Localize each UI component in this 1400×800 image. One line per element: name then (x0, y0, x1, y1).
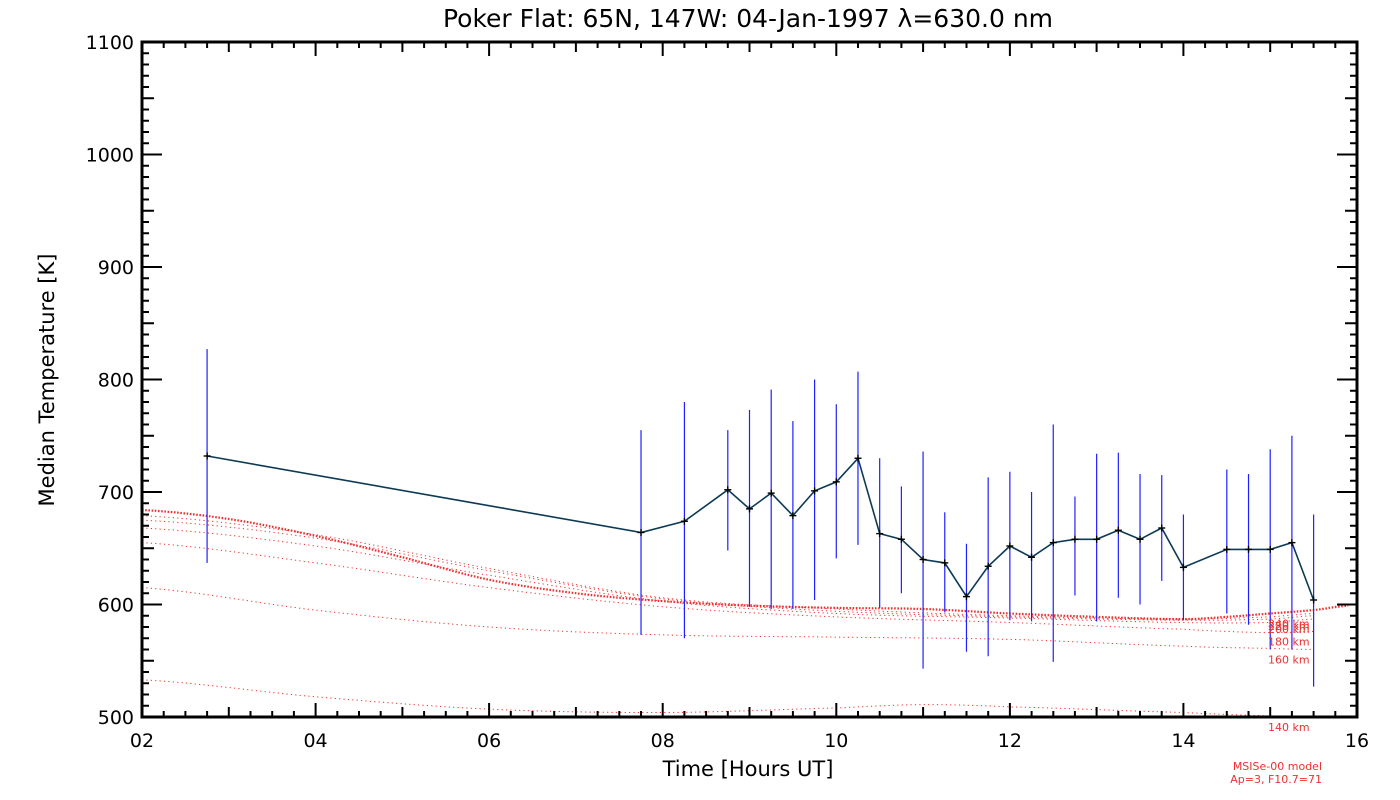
data-point (919, 556, 927, 563)
chart-title: Poker Flat: 65N, 147W: 04-Jan-1997 λ=630… (443, 4, 1053, 33)
x-tick-label: 06 (477, 730, 501, 752)
data-point (876, 530, 884, 538)
model-annotation-line1: MSISe-00 model (1233, 760, 1322, 773)
data-point (897, 535, 905, 543)
data-point (746, 505, 753, 513)
model-label-240km: 240 km (1268, 618, 1310, 631)
data-point (724, 486, 732, 494)
data-point (1288, 539, 1296, 547)
data-point (789, 512, 797, 520)
x-tick-label: 14 (1171, 730, 1195, 752)
data-point (1179, 563, 1187, 571)
data-point (1245, 545, 1253, 553)
axes-frame (140, 40, 1359, 719)
y-tick-label: 900 (98, 257, 134, 279)
data-point (637, 529, 645, 536)
model-label-200km: 200 km (1268, 623, 1310, 636)
y-tick-label: 700 (98, 482, 134, 504)
data-point (941, 559, 949, 567)
model-label-160km: 160 km (1268, 654, 1310, 667)
x-tick-label: 10 (824, 730, 848, 752)
data-point (1136, 535, 1144, 543)
data-point (1158, 524, 1166, 532)
x-tick-label: 02 (130, 730, 154, 752)
model-curve-200km (141, 527, 1314, 624)
data-point (1006, 542, 1014, 550)
model-exospheric-curve (141, 508, 1349, 621)
data-point (854, 454, 862, 462)
data-point (1114, 526, 1122, 534)
data-point (1223, 545, 1231, 553)
data-point (1049, 539, 1057, 547)
x-tick-label: 16 (1345, 730, 1369, 752)
y-tick-label: 800 (98, 370, 134, 392)
plot-frame (140, 40, 1359, 719)
x-tick-label: 12 (998, 730, 1022, 752)
x-tick-label: 08 (651, 730, 675, 752)
data-point (203, 452, 211, 460)
data-point (1093, 535, 1101, 543)
model-label-140km: 140 km (1268, 721, 1310, 734)
axis-ticks (141, 41, 1358, 718)
series-line (206, 455, 1315, 601)
model-curves (141, 515, 1314, 718)
y-tick-label: 1100 (86, 32, 134, 54)
data-point (767, 489, 775, 497)
data-point (680, 517, 688, 525)
model-label-220km: 220 km (1268, 620, 1310, 633)
data-point (1310, 596, 1318, 604)
data-point (811, 487, 819, 495)
data-point (962, 593, 970, 601)
model-curve-140km (141, 679, 1314, 718)
y-tick-label: 500 (98, 707, 134, 729)
model-annotation-line2: Ap=3, F10.7=71 (1230, 773, 1322, 786)
data-point (1266, 545, 1274, 553)
model-label-180km: 180 km (1268, 636, 1310, 649)
y-tick-label: 1000 (86, 145, 134, 167)
x-axis-label: Time [Hours UT] (662, 757, 834, 781)
data-point (984, 562, 992, 570)
data-point (832, 478, 840, 486)
model-curve-180km (141, 542, 1314, 634)
series-measured (203, 452, 1318, 604)
x-tick-label: 04 (303, 730, 327, 752)
tick-marks (141, 41, 1358, 718)
data-point (1028, 553, 1036, 561)
model-curve-exospheric (141, 508, 1349, 621)
tick-labels: 02 04 06 08 10 12 14 16 500 600 700 800 900 1000 1100 (86, 32, 1369, 752)
data-point (1071, 535, 1079, 543)
y-axis-label: Median Temperature [K] (35, 254, 59, 507)
y-tick-label: 600 (98, 595, 134, 617)
